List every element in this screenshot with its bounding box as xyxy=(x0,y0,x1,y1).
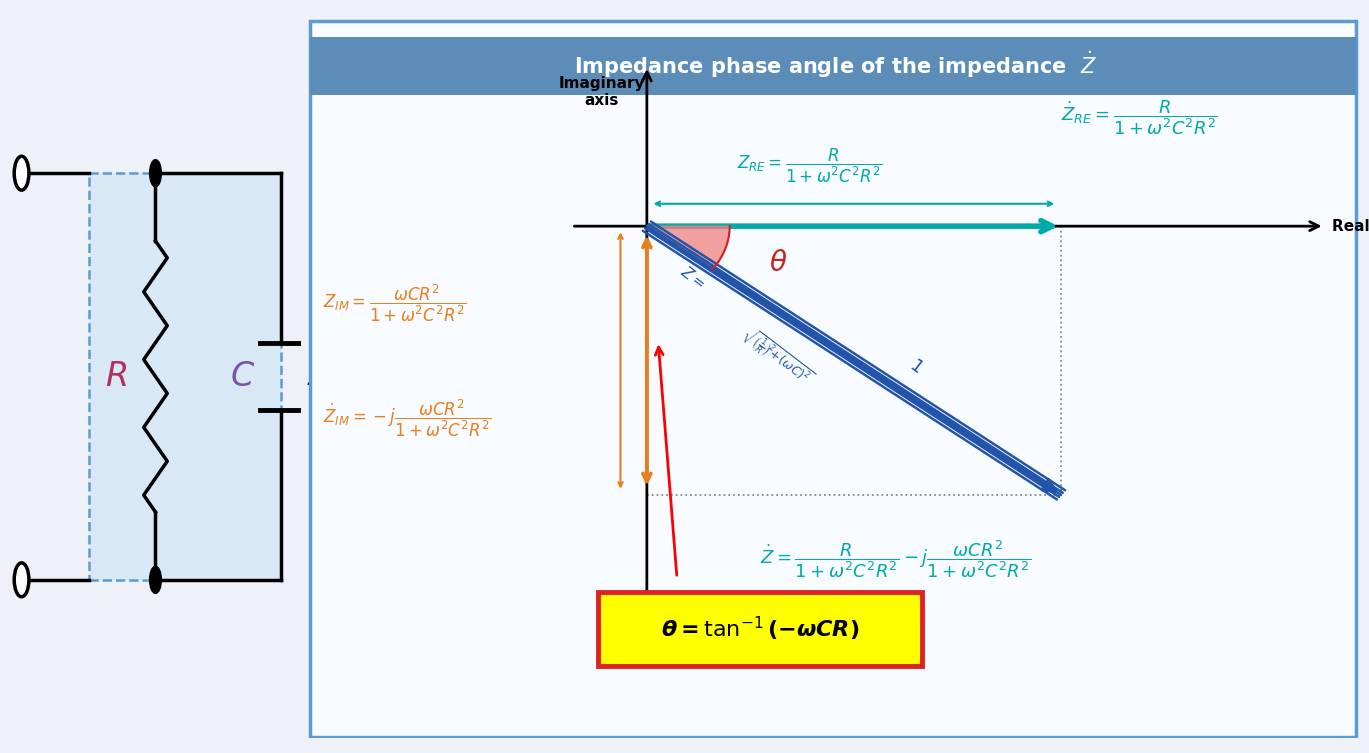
Text: $\dot{Z} = \dfrac{R}{1+\omega^2 C^2 R^2} - j\dfrac{\omega CR^2}{1+\omega^2 C^2 R: $\dot{Z} = \dfrac{R}{1+\omega^2 C^2 R^2}… xyxy=(760,538,1031,580)
Bar xyxy=(309,38,1357,95)
Text: Imaginary
axis: Imaginary axis xyxy=(559,76,645,108)
Text: $Z =$: $Z =$ xyxy=(678,263,709,292)
Text: $\theta$: $\theta$ xyxy=(769,249,787,277)
Polygon shape xyxy=(646,226,730,269)
FancyBboxPatch shape xyxy=(598,593,921,666)
Bar xyxy=(89,173,281,580)
Text: $\dot{Z}$: $\dot{Z}$ xyxy=(307,361,326,392)
Circle shape xyxy=(14,563,29,596)
Text: Impedance phase angle of the impedance  $\dot{Z}$: Impedance phase angle of the impedance $… xyxy=(574,50,1097,81)
Text: $\it{C}$: $\it{C}$ xyxy=(230,360,255,393)
Circle shape xyxy=(149,566,162,593)
Text: $1$: $1$ xyxy=(906,355,925,376)
Text: $\dot{Z}_{RE} = \dfrac{R}{1+\omega^2 C^2 R^2}$: $\dot{Z}_{RE} = \dfrac{R}{1+\omega^2 C^2… xyxy=(1061,98,1217,137)
Circle shape xyxy=(149,160,162,187)
Text: $\sqrt{\left(\frac{1}{R}\right)^{\!\!2}\!\!+\!(\omega C)^2}$: $\sqrt{\left(\frac{1}{R}\right)^{\!\!2}\… xyxy=(737,322,817,392)
Text: $Z_{IM} = \dfrac{\omega CR^2}{1+\omega^2 C^2 R^2}$: $Z_{IM} = \dfrac{\omega CR^2}{1+\omega^2… xyxy=(323,282,467,324)
Text: $\dot{Z}_{IM} = -j\dfrac{\omega CR^2}{1+\omega^2 C^2 R^2}$: $\dot{Z}_{IM} = -j\dfrac{\omega CR^2}{1+… xyxy=(323,398,491,439)
Text: $Z_{RE} = \dfrac{R}{1+\omega^2 C^2 R^2}$: $Z_{RE} = \dfrac{R}{1+\omega^2 C^2 R^2}$ xyxy=(737,146,883,184)
Text: $\it{R}$: $\it{R}$ xyxy=(105,360,127,393)
Circle shape xyxy=(14,157,29,190)
Text: Real axis: Real axis xyxy=(1332,218,1369,233)
Text: $\boldsymbol{\theta = \tan^{-1}(-\omega CR)}$: $\boldsymbol{\theta = \tan^{-1}(-\omega … xyxy=(661,615,858,643)
